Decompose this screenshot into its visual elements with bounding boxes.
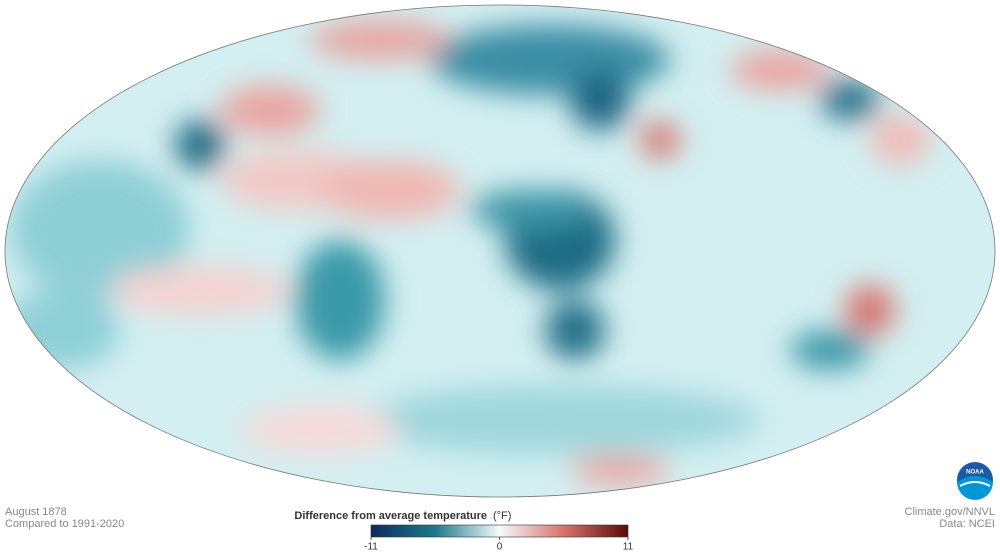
- period-label: August 1878: [5, 506, 67, 518]
- baseline-label: Compared to 1991-2020: [5, 518, 124, 530]
- colorbar-tick-label: -11: [364, 542, 378, 553]
- data-credit: Data: NCEI: [939, 518, 995, 530]
- colorbar-unit: (°F): [493, 510, 511, 522]
- anomaly-shading: [5, 20, 930, 485]
- colorbar-title: Difference from average temperature: [294, 510, 487, 522]
- colorbar-tick-label: 0: [497, 542, 503, 553]
- anomaly-map: [5, 5, 995, 497]
- colorbar: [370, 524, 629, 538]
- source-credit: Climate.gov/NNVL: [905, 506, 995, 518]
- noaa-logo: NOAA: [957, 462, 993, 500]
- colorbar-tick-label: 11: [623, 542, 634, 553]
- logo-text: NOAA: [966, 470, 984, 476]
- globe-outline: [4, 4, 996, 498]
